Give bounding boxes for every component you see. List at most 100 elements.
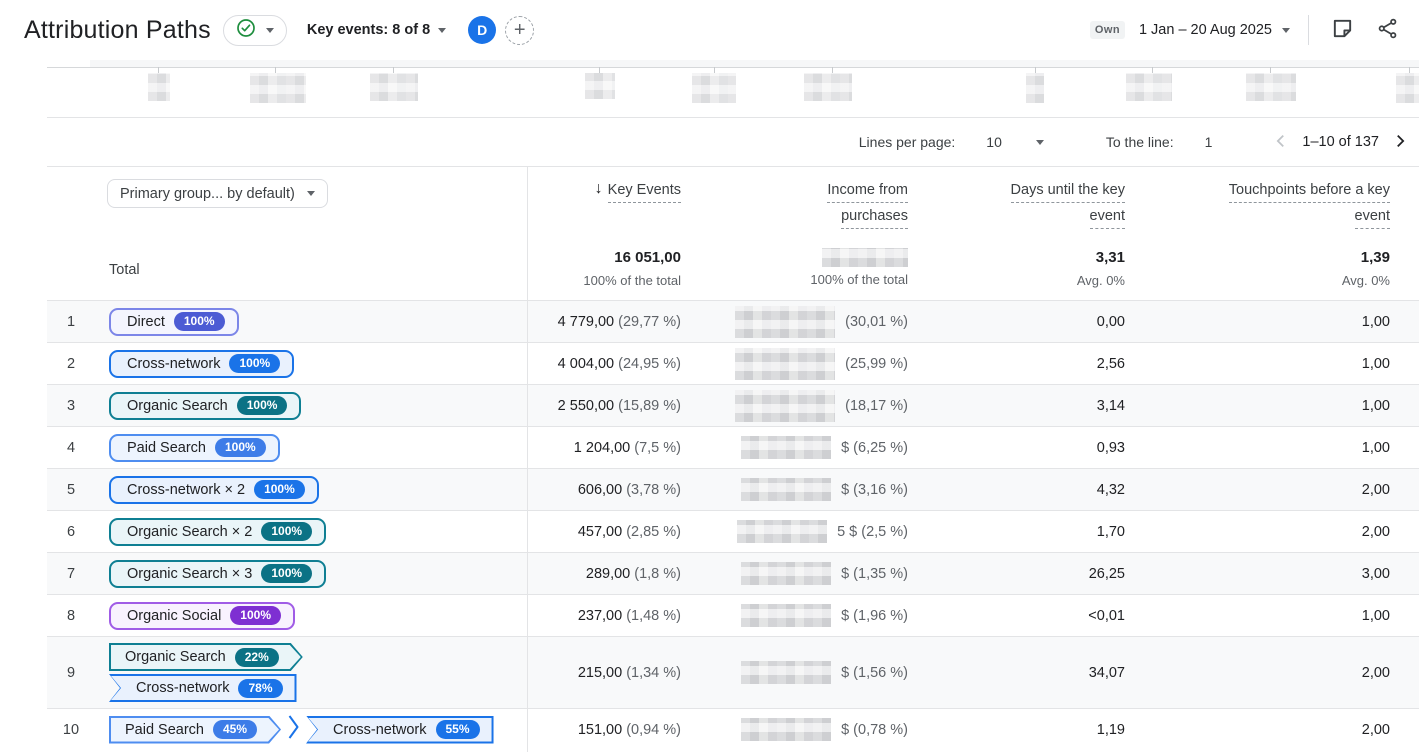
header-right-controls: Own 1 Jan – 20 Aug 2025 [1089,0,1403,60]
channel-chip[interactable]: Organic Search × 3 100% [109,559,327,588]
column-divider [527,167,528,752]
table-row[interactable]: 6 Organic Search × 2 100% 457,00 (2,85 %)… [47,510,1419,552]
chevron-down-icon [1282,27,1290,33]
channel-chip[interactable]: Organic Social 100% [109,601,295,630]
to-line-label: To the line: [1105,134,1174,150]
axis-tick [1409,67,1410,76]
column-header-key-events[interactable]: ↓ Key Events [595,180,681,206]
blurred-axis-label [1246,73,1296,101]
table-header: Primary group... by default) ↓ Key Event… [47,167,1419,240]
column-header-income[interactable]: Income from purchases [700,167,918,240]
axis-tick [158,67,159,76]
axis-tick [1035,67,1036,76]
date-range-picker[interactable]: 1 Jan – 20 Aug 2025 [1139,22,1290,38]
axis-tick [1152,67,1153,76]
blur-redaction [735,305,836,338]
table-row[interactable]: 7 Organic Search × 3 100% 289,00 (1,8 %) … [47,552,1419,594]
table-row[interactable]: 8 Organic Social 100% 237,00 (1,48 %) $ (… [47,594,1419,636]
chart-axis-strip [0,60,1419,117]
blurred-axis-label [148,73,170,101]
chevron-right-icon [1391,132,1409,153]
chevron-left-icon [1272,132,1290,153]
percent-badge: 45% [213,720,258,739]
total-touchpoints: 1,39 [1360,249,1390,266]
blur-redaction [735,347,836,380]
check-circle-icon [236,18,256,43]
percent-badge: 100% [215,438,266,457]
table-row[interactable]: 3 Organic Search 100% 2 550,00 (15,89 %) … [47,384,1419,426]
chart-axis [47,67,1419,68]
key-event-status-button[interactable] [222,14,287,46]
blur-redaction [735,389,836,422]
channel-chip[interactable]: Direct 100% [109,307,239,336]
total-key-events: 16 051,00 [614,249,681,266]
next-page-button[interactable] [1389,130,1411,155]
total-days: 3,31 [1095,249,1125,266]
add-comparison-button[interactable]: + [505,15,535,45]
attribution-table: Primary group... by default) ↓ Key Event… [0,167,1419,752]
percent-badge: 55% [435,720,480,739]
channel-chip[interactable]: Cross-network 55% [306,715,494,744]
percent-badge: 100% [261,522,313,541]
blur-redaction [741,562,832,585]
lines-per-page-select[interactable]: 10 [986,134,1044,150]
blurred-axis-label [370,73,418,101]
chevron-down-icon [438,27,447,33]
blur-redaction [741,478,832,501]
column-header-days[interactable]: Days until the key event [918,167,1135,240]
blur-redaction [741,436,832,459]
key-events-selector[interactable]: Key events: 8 of 8 [307,22,447,38]
divider [47,166,1419,167]
axis-tick [1270,67,1271,76]
plus-icon: + [513,18,526,41]
date-range-label: 1 Jan – 20 Aug 2025 [1138,22,1272,38]
avatar[interactable]: D [468,16,497,44]
to-line-input[interactable]: 1 [1204,134,1213,150]
table-row[interactable]: 10 Paid Search 45% Cross-network 55% 151… [47,708,1419,750]
blurred-axis-label [1396,73,1419,103]
blurred-axis-label [1126,73,1172,101]
blur-redaction [737,520,828,543]
path-chevron-icon [287,713,300,746]
prev-page-button[interactable] [1270,130,1292,155]
blurred-axis-label [1026,73,1044,103]
blurred-axis-label [804,73,852,101]
channel-chip[interactable]: Cross-network 78% [109,674,297,702]
percent-badge: 22% [234,647,279,667]
column-header-touchpoints[interactable]: Touchpoints before a key event [1135,167,1419,240]
channel-chip[interactable]: Organic Search × 2 100% [109,517,327,546]
axis-tick [599,67,600,76]
channel-chip[interactable]: Paid Search 45% [109,716,281,744]
channel-chip[interactable]: Paid Search 100% [109,433,280,462]
lines-per-page-value: 10 [986,134,1002,150]
blurred-axis-label [585,73,615,99]
percent-badge: 100% [229,354,281,373]
blurred-axis-label [250,73,306,103]
table-row[interactable]: 2 Cross-network 100% 4 004,00 (24,95 %) (… [47,342,1419,384]
chevron-down-icon [1035,139,1044,145]
share-icon [1376,17,1399,43]
table-row[interactable]: 9 Organic Search 22% Cross-network 78% 2… [47,636,1419,708]
axis-tick [832,67,833,76]
channel-chip[interactable]: Organic Search 22% [109,643,303,671]
primary-group-selector[interactable]: Primary group... by default) [107,179,328,208]
blur-redaction [822,248,908,267]
percent-badge: 100% [173,312,225,331]
axis-tick [714,67,715,76]
channel-chip[interactable]: Organic Search 100% [109,391,302,420]
percent-badge: 100% [261,564,313,583]
divider [1308,15,1309,45]
lines-per-page-label: Lines per page: [858,134,956,150]
table-row[interactable]: 1 Direct 100% 4 779,00 (29,77 %) (30,01 %… [47,300,1419,342]
divider [47,117,1419,118]
channel-chip[interactable]: Cross-network 100% [109,349,295,378]
primary-group-label: Primary group... by default) [120,185,295,202]
table-row[interactable]: 5 Cross-network × 2 100% 606,00 (3,78 %) … [47,468,1419,510]
channel-chip[interactable]: Cross-network × 2 100% [109,475,319,504]
percent-badge: 100% [254,480,305,499]
share-button[interactable] [1372,13,1403,47]
table-row[interactable]: 4 Paid Search 100% 1 204,00 (7,5 %) $ (6,… [47,426,1419,468]
notes-button[interactable] [1327,13,1358,47]
percent-badge: 100% [236,396,288,415]
blur-redaction [741,661,832,684]
